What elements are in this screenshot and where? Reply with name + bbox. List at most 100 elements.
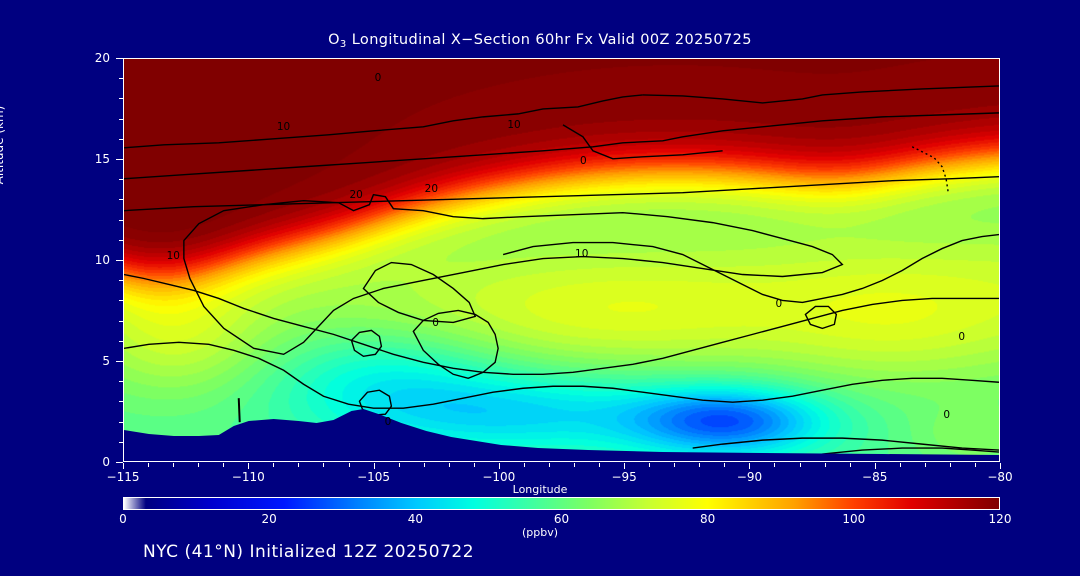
x-axis-minor-tick — [674, 463, 676, 467]
cross-section-plot: 0 0 10 10 20 20 10 10 0 0 0 0 0 — [123, 58, 1000, 462]
ozone-color-field — [124, 59, 999, 461]
ozone-field-canvas — [124, 59, 999, 461]
x-axis-minor-tick — [574, 463, 576, 467]
y-axis-label: Altitude (km) — [0, 105, 6, 185]
x-axis-tick-label: −115 — [106, 470, 140, 484]
y-axis-tick-label: 20 — [94, 51, 110, 65]
x-axis-minor-tick — [348, 463, 350, 467]
x-axis-minor-tick — [649, 463, 651, 467]
terrain-silhouette — [124, 409, 999, 461]
title-subscript: 3 — [339, 39, 347, 50]
x-axis-minor-tick — [473, 463, 475, 467]
contour-label: 0 — [384, 415, 392, 428]
x-axis-minor-tick — [774, 463, 776, 467]
x-axis-tick — [498, 463, 500, 469]
x-axis-minor-tick — [148, 463, 150, 467]
x-axis-minor-tick — [223, 463, 225, 467]
x-axis-tick-label: −90 — [736, 470, 763, 484]
y-axis-minor-tick — [119, 421, 123, 423]
y-axis-minor-tick — [119, 98, 123, 100]
x-axis-minor-tick — [824, 463, 826, 467]
colorbar-tick-label: 40 — [407, 512, 423, 526]
contour-label: 10 — [507, 118, 521, 131]
y-axis-minor-tick — [119, 179, 123, 181]
colorbar-tick-label: 80 — [700, 512, 716, 526]
contour-label: 0 — [374, 72, 382, 85]
contour-label: 0 — [775, 298, 783, 311]
x-axis-tick — [123, 463, 124, 469]
y-axis-minor-tick — [119, 381, 123, 383]
y-axis-tick — [116, 260, 123, 261]
x-axis-minor-tick — [173, 463, 175, 467]
y-axis-minor-tick — [119, 280, 123, 282]
x-axis-tick-label: −110 — [231, 470, 265, 484]
y-axis-minor-tick — [119, 340, 123, 342]
page-title: O3 Longitudinal X−Section 60hr Fx Valid … — [0, 32, 1080, 50]
y-axis-minor-tick — [119, 138, 123, 140]
x-axis-tick-label: −80 — [987, 470, 1013, 484]
x-axis-tick — [248, 463, 250, 469]
x-axis-minor-tick — [298, 463, 300, 467]
x-axis-minor-tick — [949, 463, 951, 467]
x-axis-label: Longitude — [512, 483, 568, 496]
y-axis-minor-tick — [119, 300, 123, 302]
y-axis-minor-tick — [119, 401, 123, 403]
x-axis-minor-tick — [273, 463, 275, 467]
x-axis-tick — [373, 463, 375, 469]
x-axis-tick-label: −105 — [357, 470, 391, 484]
x-axis-tick — [874, 463, 876, 469]
colorbar-tick-label: 60 — [553, 512, 570, 526]
y-axis-tick-label: 5 — [102, 354, 110, 368]
y-axis-minor-tick — [119, 320, 123, 322]
x-axis-tick — [624, 463, 626, 469]
y-axis-minor-tick — [119, 199, 123, 201]
colorbar-unit-label: (ppbv) — [521, 526, 559, 539]
colorbar-gradient — [123, 497, 1000, 510]
y-axis-minor-tick — [119, 118, 123, 120]
y-axis-minor-tick — [119, 219, 123, 221]
x-axis-minor-tick — [699, 463, 701, 467]
y-axis-tick-label: 15 — [94, 152, 110, 166]
x-axis-minor-tick — [548, 463, 550, 467]
title-rest: Longitudinal X−Section 60hr Fx Valid 00Z… — [346, 32, 752, 48]
y-axis-minor-tick — [119, 239, 123, 241]
y-axis-tick — [116, 58, 123, 59]
x-axis-tick-label: −85 — [862, 470, 888, 484]
x-axis-minor-tick — [523, 463, 525, 467]
contour-overlay — [124, 85, 999, 461]
x-axis-tick-label: −95 — [611, 470, 637, 484]
x-axis-minor-tick — [974, 463, 976, 467]
x-axis-minor-tick — [899, 463, 901, 467]
title-species: O — [328, 32, 340, 48]
y-axis-minor-tick — [119, 78, 123, 80]
colorbar[interactable] — [123, 497, 1000, 510]
x-axis-minor-tick — [924, 463, 926, 467]
x-axis-minor-tick — [724, 463, 726, 467]
contour-label: 0 — [432, 316, 439, 329]
colorbar-tick-label: 0 — [119, 512, 127, 526]
y-axis-tick — [116, 361, 123, 362]
colorbar-tick-label: 20 — [261, 512, 277, 526]
y-axis-tick-label: 10 — [94, 253, 110, 267]
x-axis-tick — [1000, 463, 1001, 469]
x-axis-tick — [749, 463, 751, 469]
contour-label: 20 — [424, 183, 439, 196]
x-axis-minor-tick — [423, 463, 425, 467]
colorbar-tick-label: 120 — [988, 512, 1012, 526]
x-axis-minor-tick — [799, 463, 801, 467]
contour-label: 10 — [276, 120, 291, 133]
x-axis-minor-tick — [599, 463, 601, 467]
contour-label: 10 — [166, 249, 180, 262]
y-axis-minor-tick — [119, 441, 123, 443]
y-axis-tick — [116, 159, 123, 160]
x-axis-minor-tick — [398, 463, 400, 467]
contour-label: 0 — [958, 330, 966, 343]
colorbar-tick-label: 100 — [842, 512, 866, 526]
contour-label: 20 — [349, 189, 363, 202]
x-axis-tick-label: −100 — [482, 470, 516, 484]
x-axis-minor-tick — [448, 463, 450, 467]
y-axis-tick-label: 0 — [102, 455, 110, 469]
contour-label: 0 — [943, 409, 951, 422]
x-axis-minor-tick — [323, 463, 325, 467]
footer-label: NYC (41°N) Initialized 12Z 20250722 — [143, 542, 475, 562]
